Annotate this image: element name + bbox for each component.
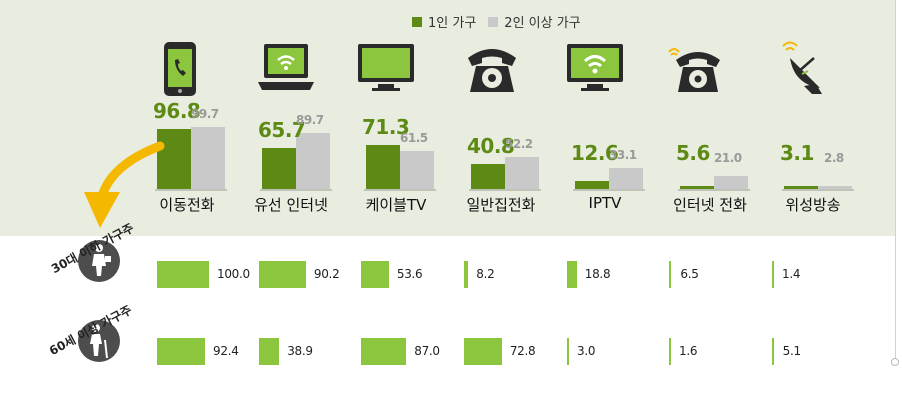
bar-series2-5 xyxy=(714,175,748,189)
value-label-series1-0: 96.8 xyxy=(153,98,201,123)
row-value-senior-0: 92.4 xyxy=(213,344,239,358)
row-value-senior-4: 3.0 xyxy=(577,344,596,358)
row-bar-senior-0 xyxy=(157,338,206,365)
tv-wifi-icon xyxy=(567,44,623,91)
row-value-young-1: 90.2 xyxy=(313,267,340,281)
value-label-series1-5: 5.6 xyxy=(676,141,710,165)
value-label-series1-1: 65.7 xyxy=(258,118,306,143)
value-label-series2-4: 33.1 xyxy=(609,148,637,163)
baseline-5 xyxy=(678,189,750,191)
legend-swatch-series2 xyxy=(488,16,499,27)
category-label-wired-internet: 유선 인터넷 xyxy=(254,196,328,214)
baseline-4 xyxy=(573,189,645,191)
value-label-series1-3: 40.8 xyxy=(467,133,515,158)
value-label-series2-5: 21.0 xyxy=(714,151,742,165)
walking-person-icon xyxy=(92,244,111,276)
row-bar-young-0 xyxy=(157,261,209,288)
value-label-series2-6: 2.8 xyxy=(824,151,844,165)
senior-with-cane-icon xyxy=(90,324,108,359)
category-label-landline: 일반집전화 xyxy=(466,196,536,214)
row-value-senior-2: 87.0 xyxy=(414,344,440,358)
row-value-senior-1: 38.9 xyxy=(287,344,313,358)
bar-series1-4 xyxy=(575,181,609,189)
row-value-young-5: 6.5 xyxy=(680,267,699,281)
frame-dot xyxy=(891,358,899,366)
row-bar-senior-3 xyxy=(464,338,502,365)
row-bar-senior-5 xyxy=(669,338,671,365)
row-bar-young-1 xyxy=(259,261,306,288)
value-label-series1-4: 12.6 xyxy=(571,141,619,165)
category-label-internet-phone: 인터넷 전화 xyxy=(673,196,747,214)
value-label-series1-6: 3.1 xyxy=(780,141,814,165)
category-label-mobile: 이동전화 xyxy=(159,196,215,214)
senior-person-avatar xyxy=(78,320,120,362)
row-value-young-3: 8.2 xyxy=(476,267,495,281)
row-bar-young-2 xyxy=(361,261,389,288)
baseline-3 xyxy=(469,189,541,191)
row-value-senior-5: 1.6 xyxy=(679,344,698,358)
bar-series1-1 xyxy=(262,148,296,189)
row-bar-senior-1 xyxy=(259,338,280,365)
row-bar-young-6 xyxy=(772,261,774,288)
row-value-young-0: 100.0 xyxy=(217,267,250,281)
bar-series2-6 xyxy=(818,186,852,189)
legend-label-series1: 1인 가구 xyxy=(428,16,477,31)
baseline-6 xyxy=(782,189,854,191)
row-bar-young-4 xyxy=(567,261,577,288)
row-bar-senior-6 xyxy=(772,338,774,365)
bar-series1-2 xyxy=(366,144,400,189)
bar-series2-2 xyxy=(400,150,434,189)
row-bar-young-3 xyxy=(464,261,469,288)
row-bar-young-5 xyxy=(669,261,671,288)
satellite-dish-icon xyxy=(782,41,822,94)
frame-line xyxy=(895,0,896,362)
tv-icon xyxy=(358,44,414,91)
row-bar-senior-2 xyxy=(361,338,407,365)
row-bar-senior-4 xyxy=(567,338,569,365)
curved-arrow-icon xyxy=(84,141,165,228)
row-value-young-6: 1.4 xyxy=(782,267,801,281)
row-value-senior-3: 72.8 xyxy=(509,344,536,358)
bar-series1-3 xyxy=(471,163,505,189)
category-label-iptv: IPTV xyxy=(588,194,622,212)
rotary-phone-icon xyxy=(468,49,516,92)
bar-series1-0 xyxy=(157,128,191,189)
bar-series1-6 xyxy=(784,186,818,189)
value-label-series2-2: 61.5 xyxy=(400,130,428,145)
category-label-satellite: 위성방송 xyxy=(785,196,841,214)
row-value-young-2: 53.6 xyxy=(396,267,423,281)
laptop-wifi-icon xyxy=(258,44,314,90)
young-person-avatar xyxy=(78,240,120,282)
top-chart-panel xyxy=(0,0,895,236)
value-label-series1-2: 71.3 xyxy=(362,114,410,139)
legend: 1인 가구 2인 이상 가구 xyxy=(412,12,581,31)
bar-series2-0 xyxy=(191,127,225,189)
value-label-series2-1: 89.7 xyxy=(296,113,324,128)
wifi-phone-icon xyxy=(668,48,720,92)
bar-series1-5 xyxy=(680,185,714,189)
value-label-series2-0: 99.7 xyxy=(191,107,219,122)
bar-series2-3 xyxy=(505,156,539,189)
baseline-2 xyxy=(364,189,436,191)
legend-swatch-series1 xyxy=(412,16,422,27)
legend-label-series2: 2인 이상 가구 xyxy=(504,16,581,31)
baseline-1 xyxy=(260,189,332,191)
category-label-cable-tv: 케이블TV xyxy=(365,196,427,214)
bar-series2-1 xyxy=(296,133,330,189)
row-value-senior-6: 5.1 xyxy=(782,344,801,358)
baseline-0 xyxy=(155,189,227,191)
row-value-young-4: 18.8 xyxy=(584,267,611,281)
value-label-series2-3: 52.2 xyxy=(505,136,533,151)
bar-series2-4 xyxy=(609,168,643,189)
smartphone-icon xyxy=(164,42,196,96)
